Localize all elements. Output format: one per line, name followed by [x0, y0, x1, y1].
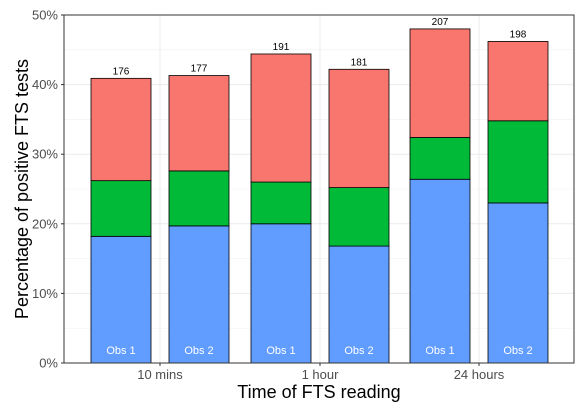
bar-segment: [90, 235, 152, 364]
bar-count-label: 177: [191, 64, 208, 75]
bar-segment: [487, 202, 549, 364]
bar-segment: [328, 68, 390, 189]
bar-observer-label: Obs 1: [425, 345, 454, 357]
bar-segment: [409, 28, 471, 138]
panel-border: [63, 14, 575, 364]
bar-count-label: 207: [432, 17, 449, 28]
y-axis-ticks: 0% 10% 20% 30% 40% 50%: [32, 8, 64, 371]
bar-segment: [168, 170, 230, 227]
y-tick-label: 50%: [32, 8, 58, 23]
bar-segment: [409, 137, 471, 180]
bar-count-label: 191: [273, 42, 290, 53]
bar-segment: [487, 41, 549, 122]
x-axis-ticks: 10 mins 1 hour 24 hours: [137, 363, 505, 382]
bar-segment: [250, 223, 312, 364]
y-tick-label: 40%: [32, 77, 58, 92]
bar-segment: [487, 120, 549, 204]
bar-count-label: 198: [510, 29, 527, 40]
bar-observer-label: Obs 1: [266, 345, 295, 357]
y-tick-label: 10%: [32, 286, 58, 301]
bar-segment: [90, 180, 152, 237]
x-axis-title: Time of FTS reading: [237, 382, 400, 402]
bar-segment: [250, 181, 312, 225]
x-tick-label: 1 hour: [302, 367, 340, 382]
y-axis-title: Percentage of positive FTS tests: [12, 59, 32, 319]
y-tick-label: 0%: [39, 356, 58, 371]
y-tick-label: 30%: [32, 147, 58, 162]
bar-segment: [250, 53, 312, 183]
bar-observer-label: Obs 2: [344, 345, 373, 357]
bar-count-label: 176: [113, 66, 130, 77]
bar-count-label: 181: [351, 57, 368, 68]
bar-observer-label: Obs 2: [503, 345, 532, 357]
y-tick-label: 20%: [32, 216, 58, 231]
bar-segment: [168, 75, 230, 172]
bars: 176 Obs 1 177 Obs 2 191 Obs 1 181 Obs 2 207 Obs 1…: [90, 17, 549, 364]
bar-observer-label: Obs 2: [184, 345, 213, 357]
x-tick-label: 10 mins: [137, 367, 183, 382]
bar-segment: [90, 77, 152, 182]
bar-segment: [168, 225, 230, 364]
bar-observer-label: Obs 1: [106, 345, 135, 357]
bar-segment: [409, 178, 471, 364]
bar-segment: [328, 187, 390, 247]
x-tick-label: 24 hours: [454, 367, 505, 382]
bar-segment: [328, 245, 390, 364]
